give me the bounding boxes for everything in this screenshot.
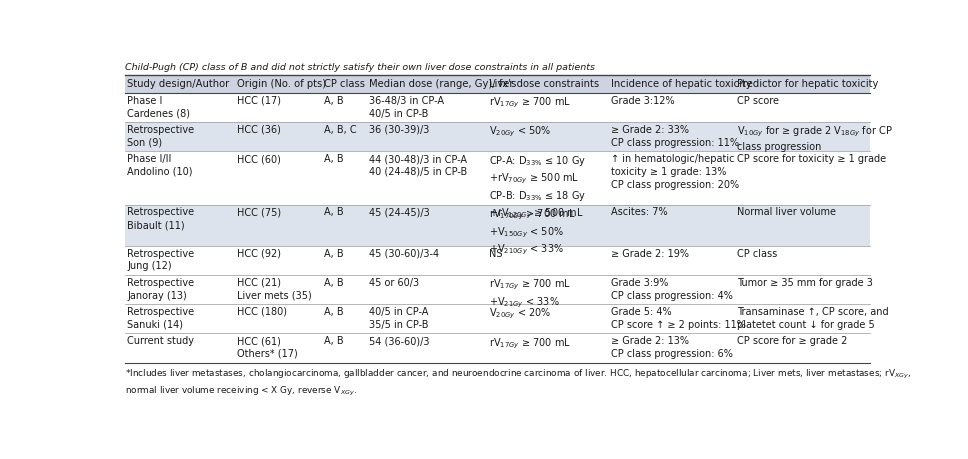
Text: A, B, C: A, B, C — [324, 125, 357, 135]
Text: 36-48/3 in CP-A
40/5 in CP-B: 36-48/3 in CP-A 40/5 in CP-B — [370, 96, 444, 118]
Text: A, B: A, B — [324, 336, 344, 346]
Text: Phase I/II
Andolino (10): Phase I/II Andolino (10) — [127, 154, 193, 177]
Text: Grade 3:12%: Grade 3:12% — [611, 96, 675, 106]
Text: A, B: A, B — [324, 307, 344, 317]
Text: CP score for toxicity ≥ 1 grade: CP score for toxicity ≥ 1 grade — [737, 154, 886, 164]
Text: 54 (36-60)/3: 54 (36-60)/3 — [370, 336, 430, 346]
Text: CP class: CP class — [324, 78, 365, 89]
Bar — [125, 205, 869, 246]
Text: HCC (61)
Others* (17): HCC (61) Others* (17) — [237, 336, 298, 359]
Text: Normal liver volume: Normal liver volume — [737, 207, 836, 218]
Text: rV$_{17Gy}$ ≥ 700 mL: rV$_{17Gy}$ ≥ 700 mL — [489, 336, 571, 351]
Text: CP class: CP class — [737, 249, 777, 258]
Text: 45 (24-45)/3: 45 (24-45)/3 — [370, 207, 430, 218]
Text: Grade 5: 4%
CP score ↑ ≥ 2 points: 11%: Grade 5: 4% CP score ↑ ≥ 2 points: 11% — [611, 307, 745, 330]
Text: CP score: CP score — [737, 96, 779, 106]
Text: Retrospective
Son (9): Retrospective Son (9) — [127, 125, 195, 148]
Text: Study design/Author: Study design/Author — [127, 78, 229, 89]
Text: 40/5 in CP-A
35/5 in CP-B: 40/5 in CP-A 35/5 in CP-B — [370, 307, 429, 330]
Text: ≥ Grade 2: 13%
CP class progression: 6%: ≥ Grade 2: 13% CP class progression: 6% — [611, 336, 733, 359]
Text: A, B: A, B — [324, 154, 344, 164]
Text: A, B: A, B — [324, 278, 344, 288]
Text: CP-A: D$_{33\%}$ ≤ 10 Gy
+rV$_{70Gy}$ ≥ 500 mL
CP-B: D$_{33\%}$ ≤ 18 Gy
+rV$_{12: CP-A: D$_{33\%}$ ≤ 10 Gy +rV$_{70Gy}$ ≥ … — [489, 154, 586, 221]
Text: ≥ Grade 2: 19%: ≥ Grade 2: 19% — [611, 249, 689, 258]
Text: ↑ in hematologic/hepatic
toxicity ≥ 1 grade: 13%
CP class progression: 20%: ↑ in hematologic/hepatic toxicity ≥ 1 gr… — [611, 154, 739, 190]
Text: 36 (30-39)/3: 36 (30-39)/3 — [370, 125, 430, 135]
Text: HCC (92): HCC (92) — [237, 249, 282, 258]
Text: Phase I
Cardenes (8): Phase I Cardenes (8) — [127, 96, 190, 118]
Text: Grade 3:9%
CP class progression: 4%: Grade 3:9% CP class progression: 4% — [611, 278, 733, 301]
Bar — [125, 74, 869, 93]
Text: HCC (75): HCC (75) — [237, 207, 282, 218]
Text: Median dose (range, Gy)/ fx's: Median dose (range, Gy)/ fx's — [370, 78, 517, 89]
Text: A, B: A, B — [324, 96, 344, 106]
Text: A, B: A, B — [324, 249, 344, 258]
Text: CP score for ≥ grade 2: CP score for ≥ grade 2 — [737, 336, 847, 346]
Text: Retrospective
Jung (12): Retrospective Jung (12) — [127, 249, 195, 271]
Text: Child-Pugh (CP) class of B and did not strictly satisfy their own liver dose con: Child-Pugh (CP) class of B and did not s… — [125, 63, 594, 72]
Text: Retrospective
Bibault (11): Retrospective Bibault (11) — [127, 207, 195, 230]
Text: HCC (21)
Liver mets (35): HCC (21) Liver mets (35) — [237, 278, 312, 301]
Text: Tumor ≥ 35 mm for grade 3: Tumor ≥ 35 mm for grade 3 — [737, 278, 873, 288]
Text: 45 (30-60)/3-4: 45 (30-60)/3-4 — [370, 249, 439, 258]
Bar — [125, 122, 869, 151]
Text: 44 (30-48)/3 in CP-A
40 (24-48)/5 in CP-B: 44 (30-48)/3 in CP-A 40 (24-48)/5 in CP-… — [370, 154, 468, 177]
Text: rV$_{170Gy}$ > 700 mL
+V$_{150Gy}$ < 50%
+V$_{210Gy}$ < 33%: rV$_{170Gy}$ > 700 mL +V$_{150Gy}$ < 50%… — [489, 207, 575, 257]
Text: HCC (60): HCC (60) — [237, 154, 281, 164]
Text: V$_{10Gy}$ for ≥ grade 2 V$_{18Gy}$ for CP
class progression: V$_{10Gy}$ for ≥ grade 2 V$_{18Gy}$ for … — [737, 125, 892, 152]
Text: Incidence of hepatic toxicity: Incidence of hepatic toxicity — [611, 78, 751, 89]
Text: Current study: Current study — [127, 336, 194, 346]
Text: Ascites: 7%: Ascites: 7% — [611, 207, 668, 218]
Text: A, B: A, B — [324, 207, 344, 218]
Text: *Includes liver metastases, cholangiocarcinoma, gallbladder cancer, and neuroend: *Includes liver metastases, cholangiocar… — [125, 368, 911, 381]
Text: 45 or 60/3: 45 or 60/3 — [370, 278, 419, 288]
Text: Liver dose constraints: Liver dose constraints — [489, 78, 599, 89]
Text: HCC (36): HCC (36) — [237, 125, 281, 135]
Text: NS: NS — [489, 249, 502, 258]
Text: Retrospective
Janoray (13): Retrospective Janoray (13) — [127, 278, 195, 301]
Text: HCC (180): HCC (180) — [237, 307, 287, 317]
Text: Transaminase ↑, CP score, and
platetet count ↓ for grade 5: Transaminase ↑, CP score, and platetet c… — [737, 307, 889, 330]
Text: ≥ Grade 2: 33%
CP class progression: 11%: ≥ Grade 2: 33% CP class progression: 11% — [611, 125, 739, 148]
Text: normal liver volume receiving < X Gy, reverse V$_{XGy}$.: normal liver volume receiving < X Gy, re… — [125, 385, 356, 398]
Text: Retrospective
Sanuki (14): Retrospective Sanuki (14) — [127, 307, 195, 330]
Text: Origin (No. of pts): Origin (No. of pts) — [237, 78, 326, 89]
Text: rV$_{17Gy}$ ≥ 700 mL: rV$_{17Gy}$ ≥ 700 mL — [489, 96, 571, 110]
Text: V$_{20Gy}$ < 50%: V$_{20Gy}$ < 50% — [489, 125, 551, 140]
Text: Predictor for hepatic toxicity: Predictor for hepatic toxicity — [737, 78, 878, 89]
Text: HCC (17): HCC (17) — [237, 96, 282, 106]
Text: rV$_{17Gy}$ ≥ 700 mL
+V$_{21Gy}$ < 33%: rV$_{17Gy}$ ≥ 700 mL +V$_{21Gy}$ < 33% — [489, 278, 571, 310]
Text: V$_{20Gy}$ < 20%: V$_{20Gy}$ < 20% — [489, 307, 551, 321]
